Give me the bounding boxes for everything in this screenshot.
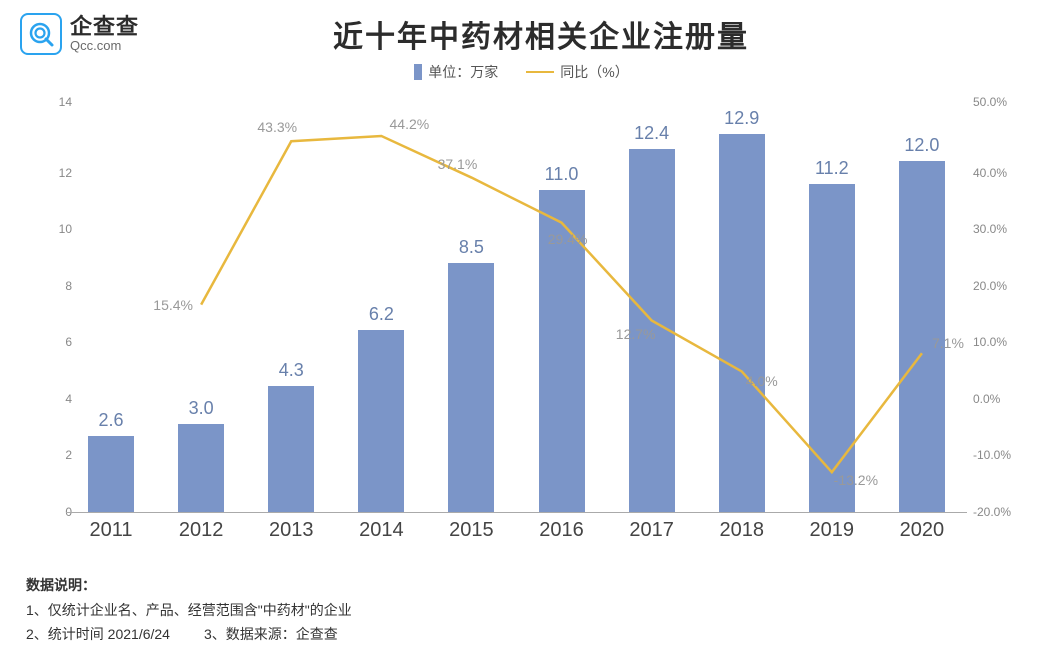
bar: 6.2 <box>358 330 404 512</box>
bar-column: 12.4 <box>607 102 697 512</box>
bar-column: 11.0 <box>516 102 606 512</box>
logo-name-en: Qcc.com <box>70 39 139 53</box>
bar-value-label: 4.3 <box>279 360 304 381</box>
bar: 12.9 <box>719 134 765 512</box>
x-axis-label: 2012 <box>156 513 246 552</box>
bar-swatch-icon <box>414 64 422 80</box>
line-swatch-icon <box>526 71 554 74</box>
footnote-line2b: 3、数据来源：企查查 <box>204 623 338 647</box>
footnote-line1: 1、仅统计企业名、产品、经营范围含"中药材"的企业 <box>26 599 352 623</box>
logo-name-cn: 企查查 <box>70 15 139 39</box>
line-value-label: 12.7% <box>616 326 656 342</box>
x-axis-label: 2019 <box>787 513 877 552</box>
chart: 14121086420 50.0%40.0%30.0%20.0%10.0%0.0… <box>30 92 1013 552</box>
y-right-tick: -10.0% <box>973 448 1011 462</box>
y-right-tick: 30.0% <box>973 222 1007 236</box>
y-right-tick: 0.0% <box>973 392 1000 406</box>
x-axis-label: 2018 <box>697 513 787 552</box>
line-value-label: 15.4% <box>153 297 193 313</box>
bar-column: 4.3 <box>246 102 336 512</box>
y-axis-right: 50.0%40.0%30.0%20.0%10.0%0.0%-10.0%-20.0… <box>973 102 1023 512</box>
y-axis-left: 14121086420 <box>22 102 72 512</box>
legend-line: 同比（%） <box>526 62 628 82</box>
logo-icon <box>20 13 62 55</box>
bar-column: 11.2 <box>787 102 877 512</box>
line-value-label: 29.4% <box>548 231 588 247</box>
x-axis-label: 2020 <box>877 513 967 552</box>
legend: 单位：万家 同比（%） <box>0 62 1043 82</box>
bar-column: 12.9 <box>697 102 787 512</box>
bar-value-label: 2.6 <box>99 410 124 431</box>
header: 企查查 Qcc.com 近十年中药材相关企业注册量 <box>0 0 1043 60</box>
chart-title: 近十年中药材相关企业注册量 <box>139 12 1023 56</box>
y-right-tick: 10.0% <box>973 335 1007 349</box>
x-axis-label: 2017 <box>607 513 697 552</box>
bar-column: 2.6 <box>66 102 156 512</box>
line-value-label: -13.2% <box>834 472 878 488</box>
bar-column: 6.2 <box>336 102 426 512</box>
y-right-tick: 20.0% <box>973 279 1007 293</box>
logo: 企查查 Qcc.com <box>20 13 139 55</box>
footnotes: 数据说明： 1、仅统计企业名、产品、经营范围含"中药材"的企业 2、统计时间 2… <box>26 574 352 647</box>
footnote-line2a: 2、统计时间 2021/6/24 <box>26 623 170 647</box>
bar: 8.5 <box>448 263 494 512</box>
bar-value-label: 8.5 <box>459 237 484 258</box>
logo-text: 企查查 Qcc.com <box>70 15 139 53</box>
bar: 2.6 <box>88 436 134 512</box>
bar-value-label: 11.0 <box>545 164 579 185</box>
line-value-label: 43.3% <box>257 119 297 135</box>
x-axis: 2011201220132014201520162017201820192020 <box>66 512 967 552</box>
legend-bar-label: 单位：万家 <box>428 62 498 82</box>
line-value-label: 4.0% <box>746 373 778 389</box>
y-right-tick: 50.0% <box>973 95 1007 109</box>
bar-value-label: 3.0 <box>189 398 214 419</box>
y-right-tick: -20.0% <box>973 505 1011 519</box>
bar-column: 12.0 <box>877 102 967 512</box>
footnote-title: 数据说明： <box>26 574 352 598</box>
bar: 11.2 <box>809 184 855 512</box>
x-axis-label: 2013 <box>246 513 336 552</box>
line-value-label: 37.1% <box>438 156 478 172</box>
legend-bar: 单位：万家 <box>414 62 498 82</box>
x-axis-label: 2014 <box>336 513 426 552</box>
bar-value-label: 6.2 <box>369 304 394 325</box>
bar-value-label: 12.4 <box>634 123 669 144</box>
footnote-line2: 2、统计时间 2021/6/24 3、数据来源：企查查 <box>26 623 352 647</box>
legend-line-label: 同比（%） <box>560 62 628 82</box>
x-axis-label: 2016 <box>516 513 606 552</box>
bars-container: 2.6 3.0 4.3 6.2 8.5 11.0 12.4 12.9 11.2 12.0 <box>66 102 967 512</box>
bar-value-label: 11.2 <box>815 158 849 179</box>
x-axis-label: 2015 <box>426 513 516 552</box>
bar-value-label: 12.0 <box>904 135 939 156</box>
line-value-label: 7.1% <box>932 335 964 351</box>
line-value-label: 44.2% <box>389 116 429 132</box>
y-right-tick: 40.0% <box>973 166 1007 180</box>
bar-value-label: 12.9 <box>724 108 759 129</box>
bar: 3.0 <box>178 424 224 512</box>
x-axis-label: 2011 <box>66 513 156 552</box>
plot-area: 2.6 3.0 4.3 6.2 8.5 11.0 12.4 12.9 11.2 12.0 15.4… <box>66 102 967 512</box>
bar: 4.3 <box>268 386 314 512</box>
